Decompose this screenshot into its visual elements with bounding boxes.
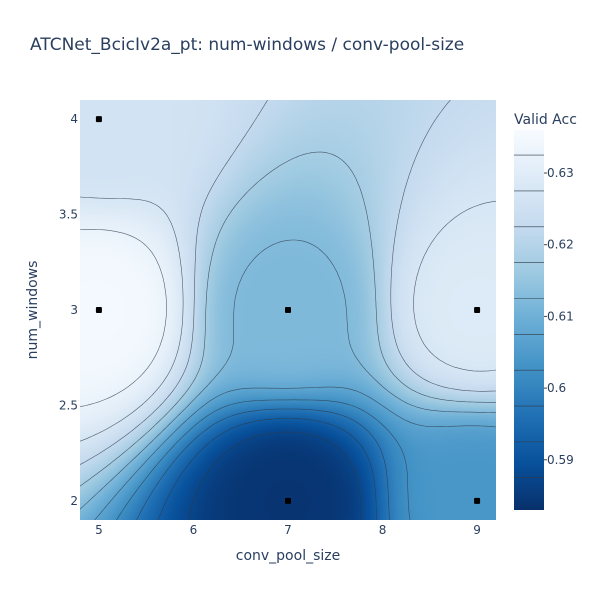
colorbar-tick-label: 0.61 [547,309,574,323]
colorbar-tick-label: 0.62 [547,238,574,252]
y-tick-label: 4 [70,112,78,126]
contour-line-2 [158,418,377,520]
colorbar-tick-label: 0.59 [547,453,574,467]
x-axis-title: conv_pool_size [236,548,340,564]
y-tick-label: 3.5 [59,208,78,222]
data-point-4 [285,497,291,504]
data-point-5 [474,307,481,313]
contour-line-3 [136,408,390,520]
y-tick-label: 2 [70,494,78,508]
data-point-6 [474,497,481,504]
x-tick-label: 7 [284,523,292,537]
contour-line-10 [80,229,167,407]
contour-line-7 [80,151,496,487]
y-tick-label: 2.5 [59,398,78,412]
colorbar-tick-label: 0.63 [547,166,574,180]
contour-line-6 [80,239,496,510]
chart-title: ATCNet_BcicIv2a_pt: num-windows / conv-p… [30,35,464,55]
colorbar-title: Valid Acc [514,112,577,128]
contour-line-8 [80,100,496,465]
contour-line-9 [80,196,496,442]
contour-lines [80,100,496,520]
colorbar-ticks: 0.59 0.6 0.61 0.62 0.63 [514,154,574,479]
y-tick-label: 3 [70,303,78,317]
x-tick-label: 8 [379,523,387,537]
contour-line-4 [116,399,411,520]
y-axis-ticks: 2 2.5 3 3.5 4 [59,112,78,508]
data-point-2 [95,307,102,313]
x-tick-label: 6 [190,523,198,537]
contour-line-1 [188,431,361,520]
y-axis-title: num_windows [25,261,41,360]
colorbar-gradient [514,130,544,510]
sample-points [95,116,481,504]
x-axis-ticks: 5 6 7 8 9 [95,523,481,537]
x-tick-label: 5 [95,523,103,537]
data-point-3 [285,307,291,313]
colorbar: Valid Acc 0.59 0.6 0.61 0.62 0.63 [514,112,577,510]
x-tick-label: 9 [473,523,481,537]
contour-line-5 [94,386,496,520]
data-point-1 [95,116,102,123]
colorbar-tick-label: 0.6 [547,381,566,395]
